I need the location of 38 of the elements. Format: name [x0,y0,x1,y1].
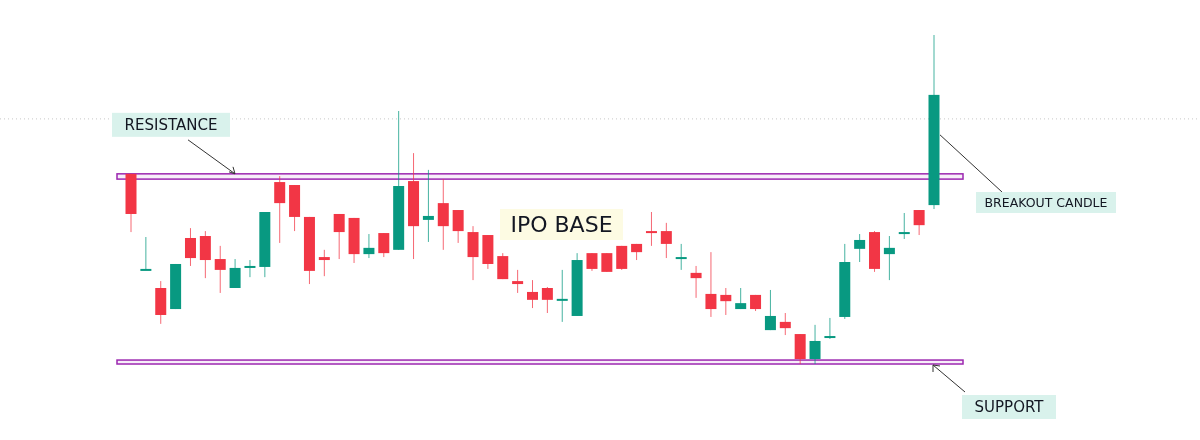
candlestick [378,232,390,258]
candlestick [883,235,895,281]
candlestick [824,317,836,340]
candlestick [318,249,330,277]
candlestick [541,286,553,314]
candlestick [660,222,672,259]
band-label: SUPPORT [974,398,1045,417]
candlestick [184,227,196,267]
candlestick [244,259,256,278]
candlestick [601,252,613,273]
candlestick [452,209,464,244]
candlestick [229,258,241,289]
candlestick [527,279,538,309]
candlestick [214,245,226,294]
candlestick [437,178,449,251]
candlestick [363,233,375,259]
candlestick [422,169,434,243]
text: BREAKOUT CANDLE [984,194,1108,210]
candlestick [274,175,286,244]
candlestick [333,213,345,260]
candlestick [512,269,524,294]
annotation: IPO BASE [510,212,613,238]
candlestick [556,269,568,323]
candlestick [764,289,776,331]
band-label: RESISTANCE [124,116,218,135]
candlestick [690,265,702,299]
candlestick [645,211,657,247]
candlestick [720,287,732,316]
candlestick [854,233,866,263]
candlestick [898,212,910,240]
candlestick [913,209,925,236]
candlestick [497,252,509,280]
candlestick [616,245,628,271]
candlestick [140,236,152,271]
candlestick [705,251,717,318]
candlestick [675,243,687,271]
candlestick [779,312,791,336]
candlestick [809,324,821,365]
